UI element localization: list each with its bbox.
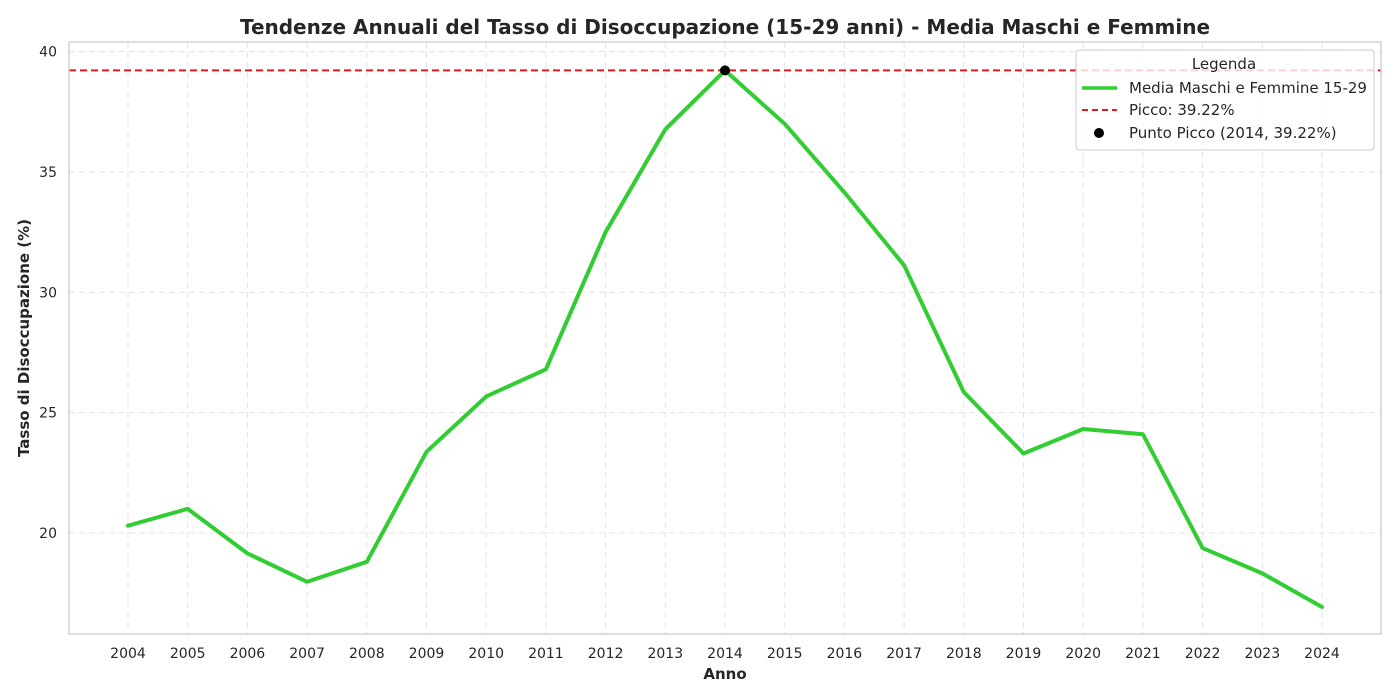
x-axis-label: Anno bbox=[703, 665, 746, 683]
x-tick-label: 2016 bbox=[827, 646, 863, 662]
y-axis-label: Tasso di Disoccupazione (%) bbox=[15, 219, 33, 457]
x-tick-label: 2015 bbox=[767, 646, 803, 662]
grid-lines bbox=[69, 42, 1381, 634]
y-tick-label: 20 bbox=[39, 526, 57, 542]
x-tick-label: 2020 bbox=[1065, 646, 1101, 662]
peak-point-group bbox=[720, 65, 730, 76]
x-tick-label: 2005 bbox=[170, 646, 206, 662]
x-tick-label: 2017 bbox=[886, 646, 922, 662]
x-tick-label: 2007 bbox=[289, 646, 325, 662]
y-tick-label: 40 bbox=[39, 45, 57, 61]
x-tick-label: 2008 bbox=[349, 646, 385, 662]
legend-label-series: Media Maschi e Femmine 15-29 bbox=[1129, 79, 1367, 97]
x-tick-label: 2019 bbox=[1006, 646, 1042, 662]
y-tick-label: 35 bbox=[39, 165, 57, 181]
x-tick-label: 2021 bbox=[1125, 646, 1161, 662]
y-tick-label: 30 bbox=[39, 285, 57, 301]
legend-box bbox=[1075, 49, 1375, 151]
x-tick-label: 2011 bbox=[528, 646, 564, 662]
x-tick-label: 2010 bbox=[468, 646, 504, 662]
legend-label-peak-point: Punto Picco (2014, 39.22%) bbox=[1129, 124, 1337, 142]
plot-area-frame bbox=[68, 41, 1382, 635]
x-tick-label: 2023 bbox=[1244, 646, 1280, 662]
y-axis-ticks: 20 25 30 35 40 bbox=[39, 45, 57, 542]
chart-title: Tendenze Annuali del Tasso di Disoccupaz… bbox=[240, 15, 1210, 39]
x-tick-label: 2012 bbox=[588, 646, 624, 662]
x-tick-label: 2004 bbox=[110, 646, 146, 662]
legend-label-peak-line: Picco: 39.22% bbox=[1129, 101, 1235, 119]
legend-swatch-peak-point bbox=[1094, 128, 1104, 138]
x-tick-label: 2009 bbox=[409, 646, 445, 662]
y-tick-label: 25 bbox=[39, 406, 57, 422]
x-tick-label: 2024 bbox=[1304, 646, 1340, 662]
legend: Legenda Media Maschi e Femmine 15-29 Pic… bbox=[1075, 49, 1375, 151]
x-tick-label: 2018 bbox=[946, 646, 982, 662]
x-tick-label: 2014 bbox=[707, 646, 743, 662]
x-axis-ticks: 2004 2005 2006 2007 2008 2009 2010 2011 2012 2013… bbox=[110, 646, 1340, 662]
legend-title: Legenda bbox=[1192, 55, 1256, 73]
x-tick-label: 2006 bbox=[230, 646, 266, 662]
x-tick-label: 2013 bbox=[647, 646, 683, 662]
x-tick-label: 2022 bbox=[1185, 646, 1221, 662]
peak-point-marker bbox=[720, 65, 730, 76]
